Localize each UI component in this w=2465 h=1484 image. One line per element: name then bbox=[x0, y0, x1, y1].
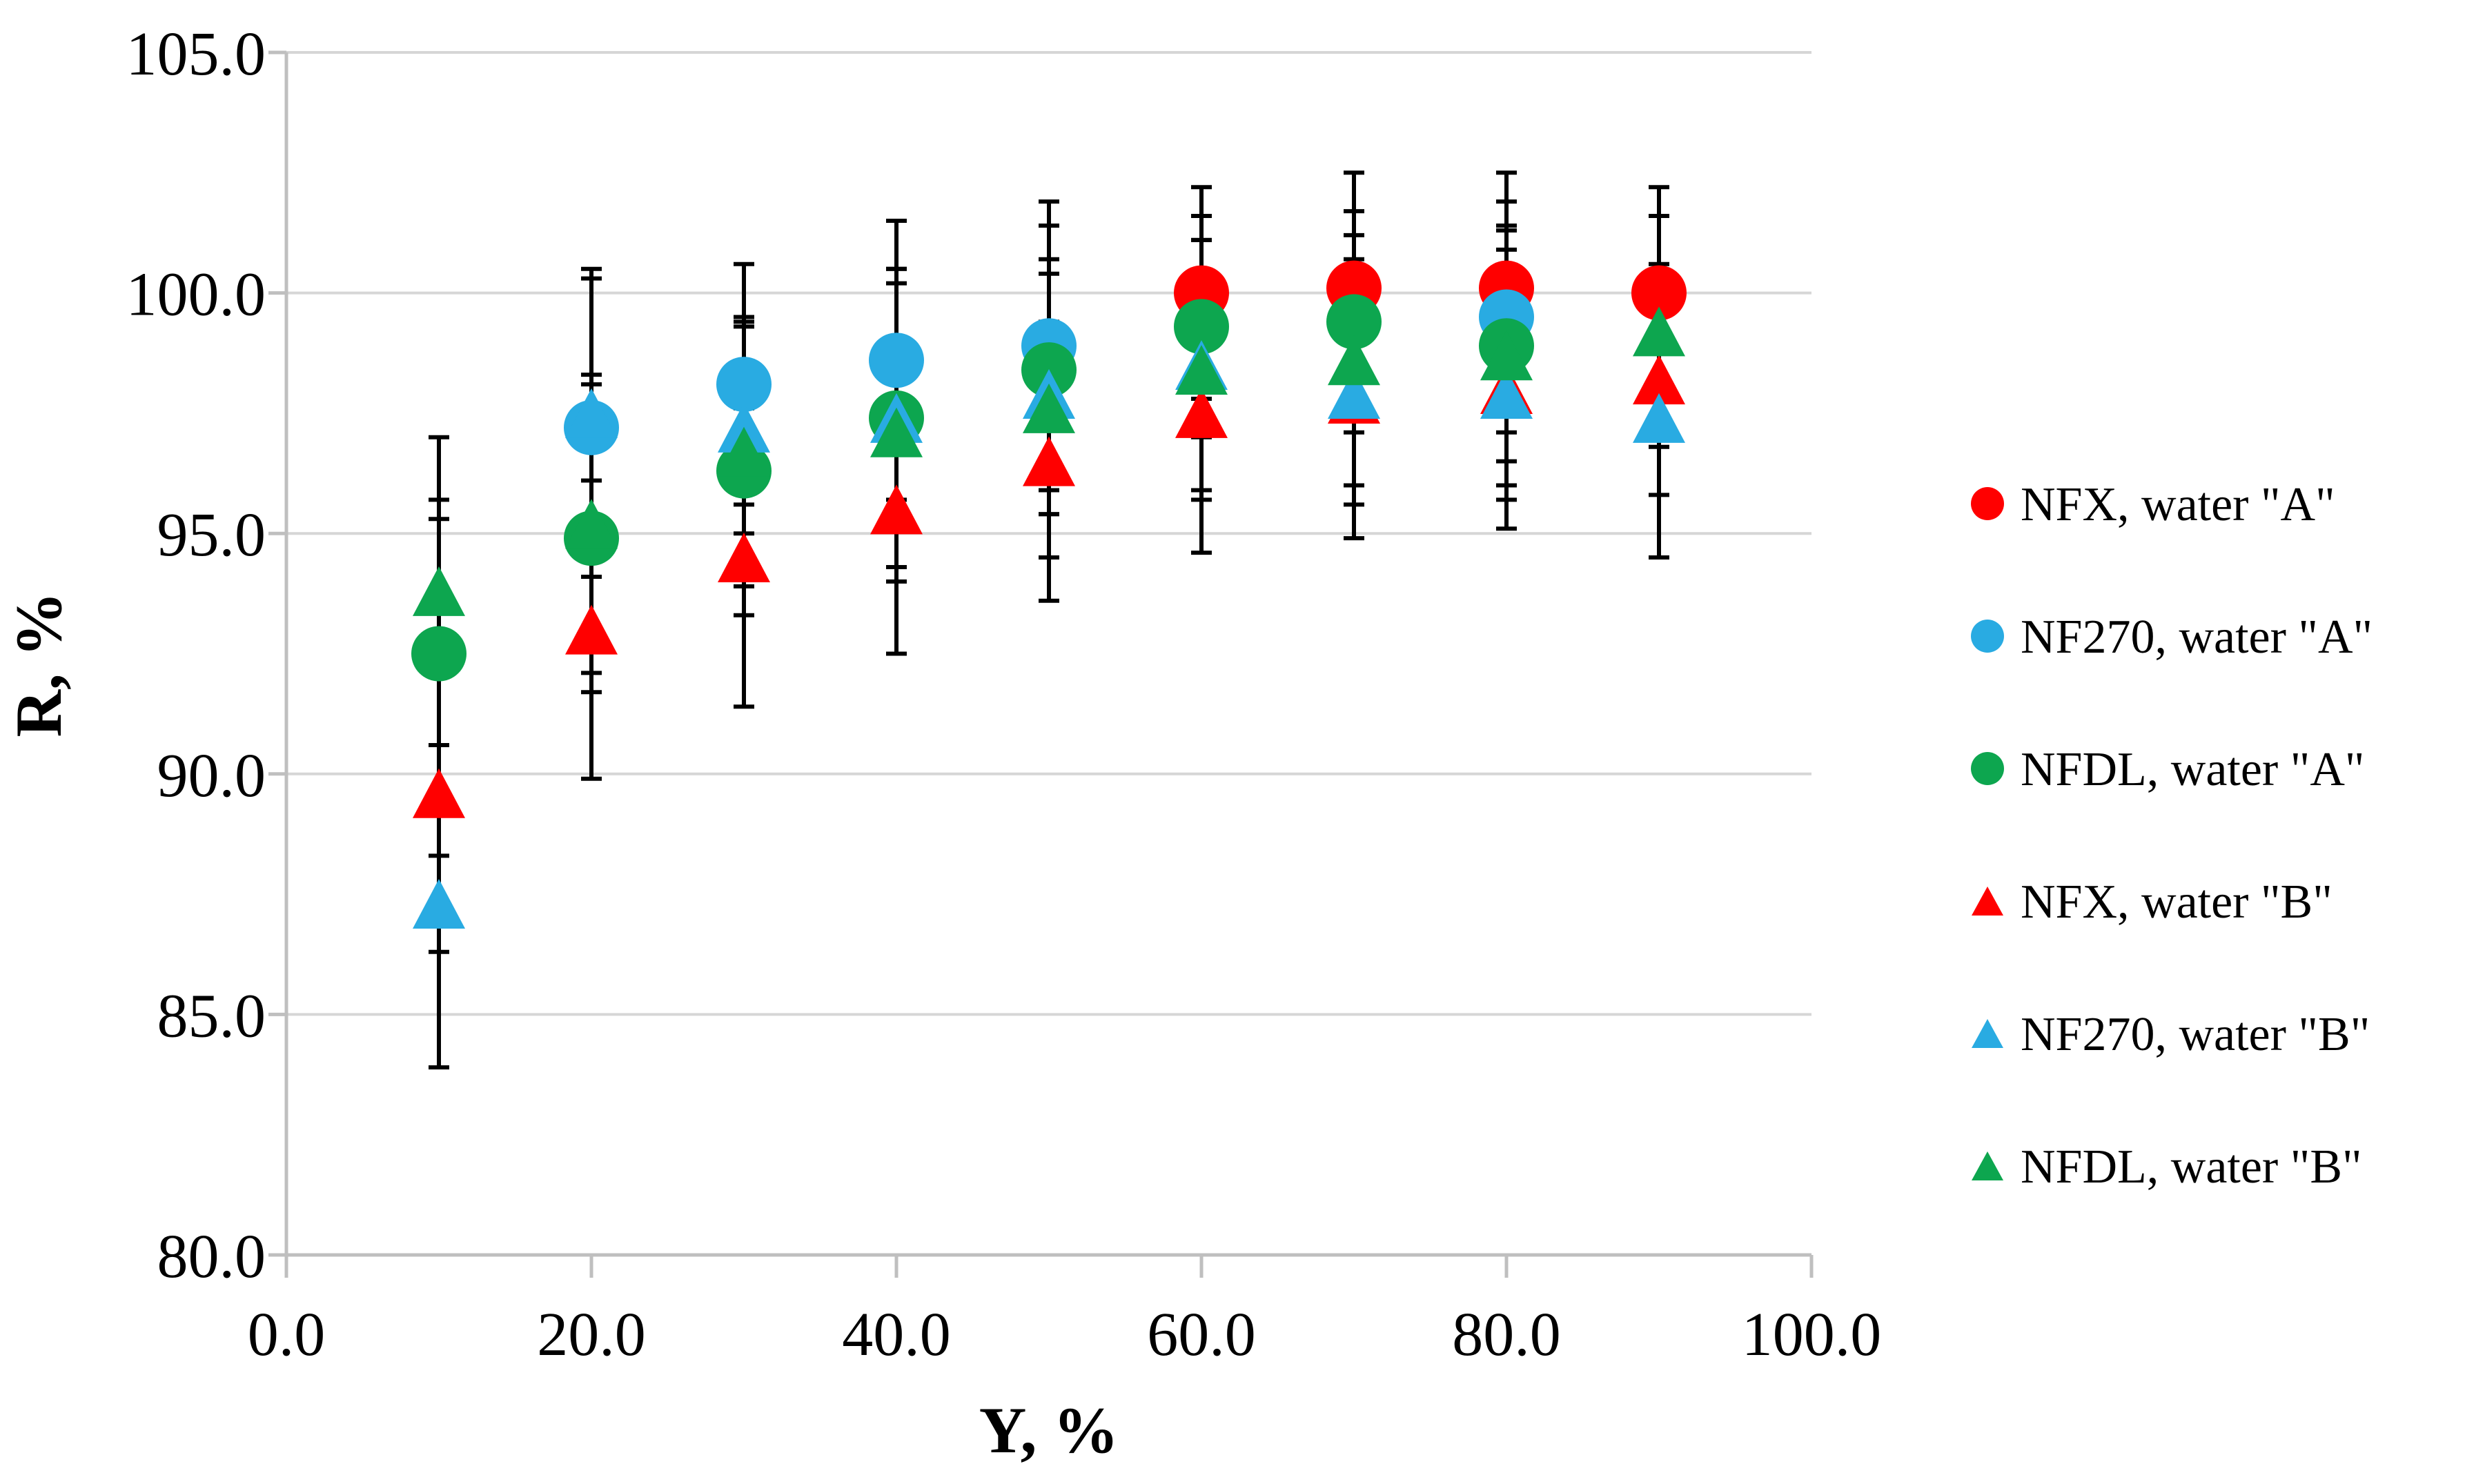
data-point-series-3 bbox=[1023, 436, 1075, 486]
data-point-series-4 bbox=[565, 388, 618, 438]
y-tick-label: 100.0 bbox=[126, 261, 266, 329]
x-tick-label: 40.0 bbox=[842, 1300, 951, 1369]
legend-label: NFDL, water "A" bbox=[2021, 743, 2364, 796]
x-axis-title: Y, % bbox=[979, 1394, 1119, 1467]
x-tick-label: 0.0 bbox=[248, 1300, 326, 1369]
legend-marker-circle bbox=[1971, 620, 2004, 653]
marker-layer bbox=[411, 260, 1687, 929]
data-point-series-1 bbox=[716, 357, 772, 413]
x-tick-label: 60.0 bbox=[1147, 1300, 1256, 1369]
data-point-series-4 bbox=[413, 879, 465, 929]
y-tick-label: 90.0 bbox=[157, 742, 266, 810]
legend-marker-triangle bbox=[1972, 887, 2003, 916]
data-point-series-2 bbox=[411, 626, 467, 682]
axis-layer: 105.0 100.0 95.0 90.0 85.0 80.0 0.0 20.0 40.0 60.… bbox=[126, 20, 1882, 1369]
legend-item: NFDL, water "B" bbox=[1972, 1140, 2362, 1194]
x-tick-label: 80.0 bbox=[1452, 1300, 1561, 1369]
data-point-series-3 bbox=[1633, 355, 1685, 405]
legend-label: NFDL, water "B" bbox=[2021, 1140, 2362, 1194]
data-point-series-3 bbox=[718, 533, 770, 583]
data-point-series-5 bbox=[565, 499, 618, 549]
legend-label: NFX, water "B" bbox=[2021, 875, 2333, 929]
x-tick-label: 100.0 bbox=[1742, 1300, 1882, 1369]
y-tick-label: 105.0 bbox=[126, 20, 266, 88]
legend-label: NF270, water "B" bbox=[2021, 1008, 2370, 1061]
legend-marker-triangle bbox=[1972, 1151, 2003, 1180]
data-point-series-2 bbox=[1326, 294, 1382, 350]
legend-item: NFX, water "A" bbox=[1971, 478, 2335, 531]
y-tick-label: 95.0 bbox=[157, 501, 266, 569]
data-point-series-5 bbox=[718, 426, 770, 477]
legend-marker-circle bbox=[1971, 752, 2004, 785]
legend-item: NFDL, water "A" bbox=[1971, 743, 2364, 796]
y-axis-title: R, % bbox=[2, 591, 75, 737]
data-point-series-3 bbox=[413, 768, 465, 818]
data-point-series-2 bbox=[1174, 299, 1229, 355]
data-point-series-3 bbox=[1175, 388, 1228, 438]
data-point-series-5 bbox=[1023, 383, 1075, 433]
x-tick-label: 20.0 bbox=[537, 1300, 646, 1369]
data-point-series-4 bbox=[1633, 393, 1685, 443]
data-point-series-5 bbox=[1328, 335, 1380, 386]
data-point-series-3 bbox=[565, 604, 618, 655]
data-point-series-5 bbox=[1633, 306, 1685, 357]
legend-item: NF270, water "B" bbox=[1972, 1008, 2370, 1061]
data-point-series-0 bbox=[1631, 265, 1687, 321]
data-point-series-4 bbox=[1480, 369, 1533, 419]
legend-marker-circle bbox=[1971, 487, 2004, 520]
legend-label: NF270, water "A" bbox=[2021, 611, 2373, 664]
legend-marker-triangle bbox=[1972, 1019, 2003, 1048]
legend-item: NF270, water "A" bbox=[1971, 611, 2373, 664]
data-point-series-3 bbox=[870, 484, 923, 535]
data-point-series-5 bbox=[413, 566, 465, 616]
data-point-series-5 bbox=[1480, 330, 1533, 381]
y-tick-label: 80.0 bbox=[157, 1223, 266, 1291]
y-tick-label: 85.0 bbox=[157, 982, 266, 1050]
legend-item: NFX, water "B" bbox=[1972, 875, 2333, 929]
data-point-series-5 bbox=[870, 407, 923, 457]
data-point-series-4 bbox=[1328, 369, 1380, 419]
legend: NFX, water "A" NF270, water "A" NFDL, wate… bbox=[1971, 478, 2373, 1194]
data-point-series-1 bbox=[869, 333, 924, 388]
legend-label: NFX, water "A" bbox=[2021, 478, 2335, 531]
data-point-series-5 bbox=[1175, 345, 1228, 395]
